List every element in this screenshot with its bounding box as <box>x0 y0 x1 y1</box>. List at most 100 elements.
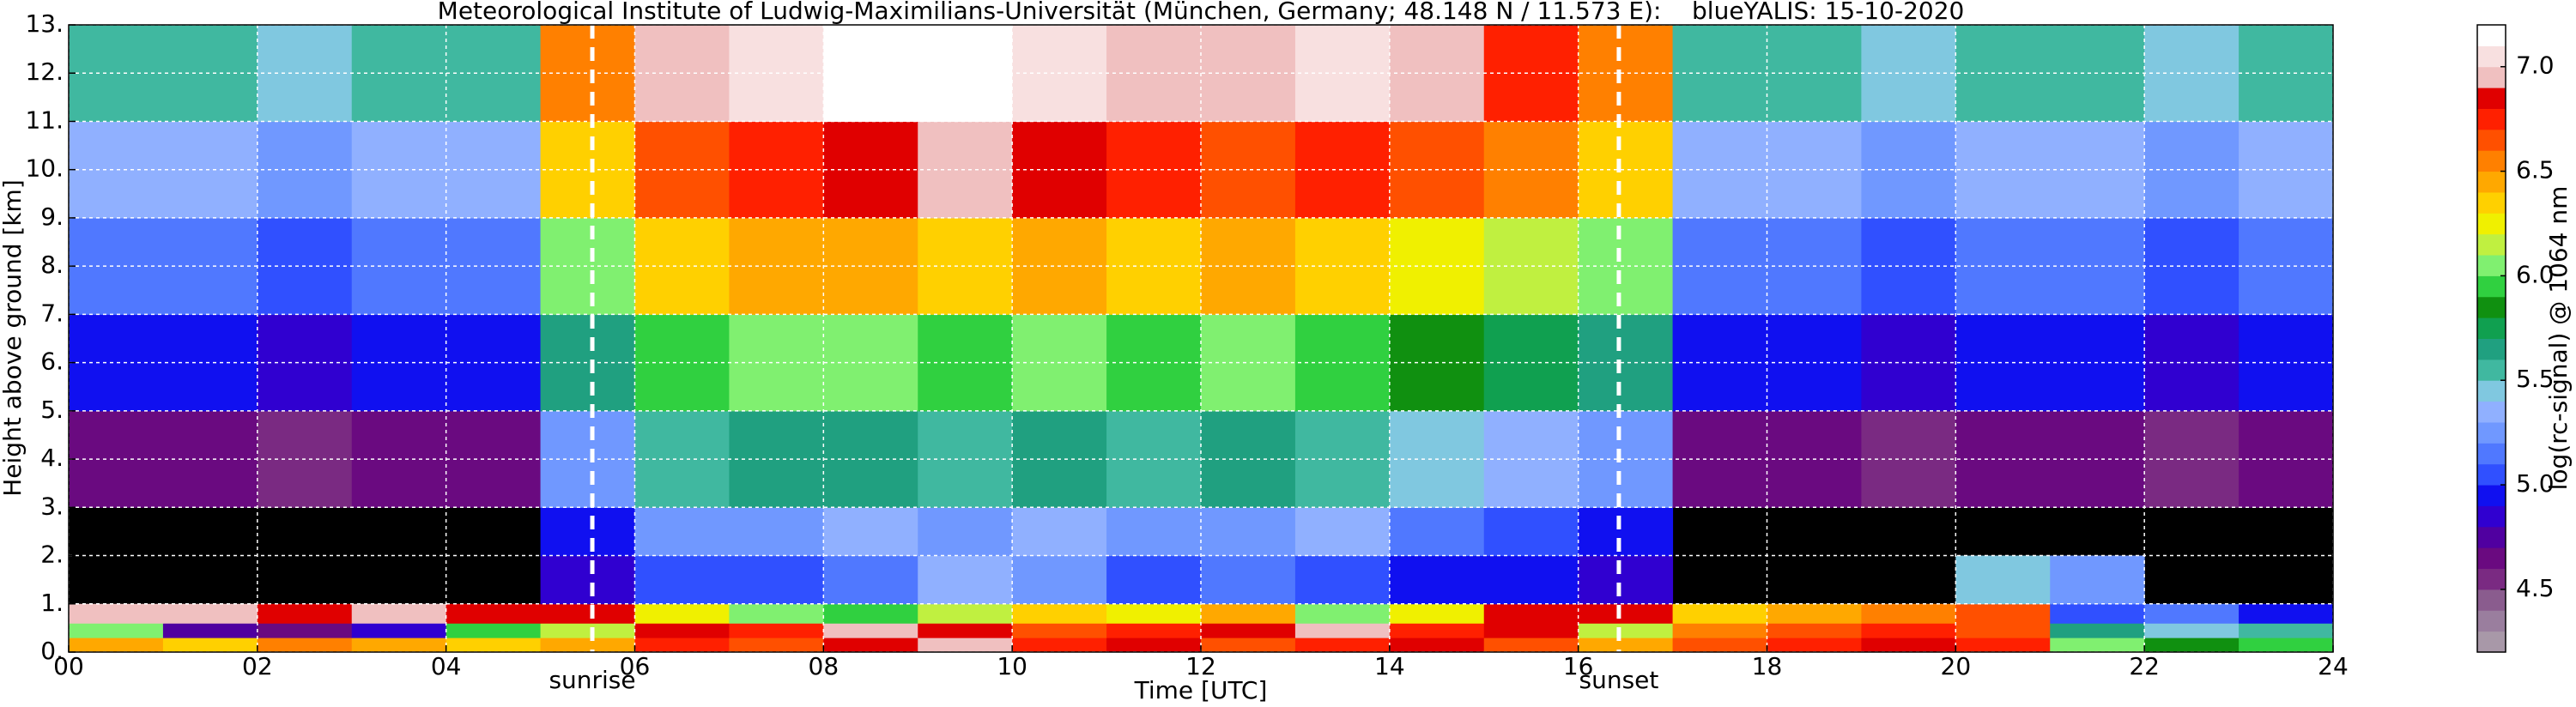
heatmap-cell <box>257 638 353 653</box>
y-tick-label: 3. <box>40 492 64 520</box>
heatmap-cell <box>823 314 918 412</box>
colorbar-tick-label: 6.0 <box>2516 260 2555 288</box>
heatmap-cell <box>1578 623 1674 638</box>
heatmap-cell <box>823 410 918 508</box>
heatmap-cell <box>1389 603 1485 624</box>
heatmap-cell <box>823 217 918 315</box>
heatmap-cell <box>729 623 824 638</box>
heatmap-cell <box>1106 507 1202 557</box>
heatmap-cell <box>1955 217 2051 315</box>
y-tick-label: 1. <box>40 589 64 617</box>
heatmap-cell <box>1672 603 1767 624</box>
y-tick-label: 8. <box>40 251 64 279</box>
y-tick-label: 11. <box>25 106 64 134</box>
heatmap-cell <box>1861 623 1956 638</box>
chart-title: Meteorological Institute of Ludwig-Maxim… <box>438 0 1965 25</box>
heatmap-cell <box>729 555 824 605</box>
y-tick-label: 5. <box>40 396 64 424</box>
heatmap-cell <box>1294 638 1391 653</box>
heatmap-cell <box>918 507 1013 557</box>
heatmap-cell <box>1012 507 1107 557</box>
heatmap-cell <box>1955 121 2051 219</box>
x-tick-label: 06 <box>620 652 651 680</box>
heatmap-cell <box>918 623 1013 638</box>
colorbar-segment <box>2477 463 2506 486</box>
colorbar-segment <box>2477 526 2506 548</box>
colorbar-segment <box>2477 171 2506 193</box>
heatmap-cell <box>918 555 1013 605</box>
heatmap-cell <box>69 638 164 653</box>
heatmap-cell <box>1955 603 2051 624</box>
colorbar-segment <box>2477 631 2506 653</box>
heatmap-cell <box>823 623 918 638</box>
heatmap-cell <box>1012 638 1107 653</box>
heatmap-cell <box>1483 623 1579 638</box>
heatmap-cell <box>1294 603 1391 624</box>
colorbar-segment <box>2477 129 2506 151</box>
x-tick-label: 14 <box>1374 652 1405 680</box>
y-tick-label: 10. <box>25 154 64 183</box>
heatmap-cell <box>2050 555 2145 605</box>
heatmap-cell <box>823 507 918 557</box>
heatmap-cell <box>1106 638 1202 653</box>
heatmap-cell <box>1578 121 1674 219</box>
heatmap-cell <box>540 555 635 605</box>
heatmap-cell <box>2050 638 2145 653</box>
heatmap-cell <box>729 638 824 653</box>
heatmap-cell <box>634 638 730 653</box>
heatmap-cell <box>823 638 918 653</box>
heatmap-cell <box>823 25 918 122</box>
y-tick-label: 6. <box>40 347 64 376</box>
colorbar-segment <box>2477 380 2506 402</box>
heatmap-cell <box>1389 623 1485 638</box>
heatmap-cell <box>1578 410 1674 508</box>
heatmap-cell <box>1201 410 1296 508</box>
heatmap-cell <box>1578 507 1674 557</box>
heatmap-cell <box>1389 638 1485 653</box>
x-tick-label: 02 <box>242 652 273 680</box>
x-tick-label: 20 <box>1941 652 1972 680</box>
colorbar-segment <box>2477 359 2506 381</box>
heatmap-cell <box>2144 638 2240 653</box>
heatmap-cell <box>2239 638 2334 653</box>
heatmap-cell <box>2239 603 2334 624</box>
heatmap-cell <box>351 603 447 624</box>
heatmap-cell <box>1672 623 1767 638</box>
heatmap-cell <box>1767 638 1862 653</box>
annotation-label: sunrise <box>549 666 635 694</box>
heatmap-cell <box>1955 623 2051 638</box>
heatmap-cell <box>823 555 918 605</box>
heatmap-cell <box>634 555 730 605</box>
heatmap-cell <box>634 507 730 557</box>
heatmap-cell <box>540 507 635 557</box>
x-tick-label: 04 <box>431 652 462 680</box>
heatmap-cell <box>1389 555 1485 605</box>
heatmap-cell <box>1389 507 1485 557</box>
heatmap-cell <box>1578 603 1674 624</box>
heatmap-cell <box>1955 25 2051 122</box>
heatmap-cell <box>1861 638 1956 653</box>
heatmap-cell <box>69 603 164 624</box>
heatmap-cell <box>1012 623 1107 638</box>
heatmap-cell <box>1106 603 1202 624</box>
heatmap-cell <box>445 638 542 653</box>
colorbar-tick-label: 5.5 <box>2516 365 2555 393</box>
colorbar-segment <box>2477 88 2506 109</box>
heatmap-cell <box>1578 555 1674 605</box>
heatmap-cell <box>445 603 542 624</box>
heatmap-cell <box>918 603 1013 624</box>
x-tick-label: 24 <box>2318 652 2349 680</box>
colorbar-segment <box>2477 421 2506 444</box>
heatmap-cell <box>1201 507 1296 557</box>
heatmap-cell <box>1672 638 1767 653</box>
heatmap-cell <box>1294 555 1391 605</box>
colorbar-segment <box>2477 255 2506 276</box>
x-tick-label: 16 <box>1563 652 1594 680</box>
colorbar-segment <box>2477 338 2506 360</box>
heatmap-cell <box>162 603 258 624</box>
heatmap-cell <box>2144 603 2240 624</box>
heatmap-cell <box>1483 555 1579 605</box>
heatmap-cell <box>1578 25 1674 122</box>
heatmap-cell <box>162 623 258 638</box>
